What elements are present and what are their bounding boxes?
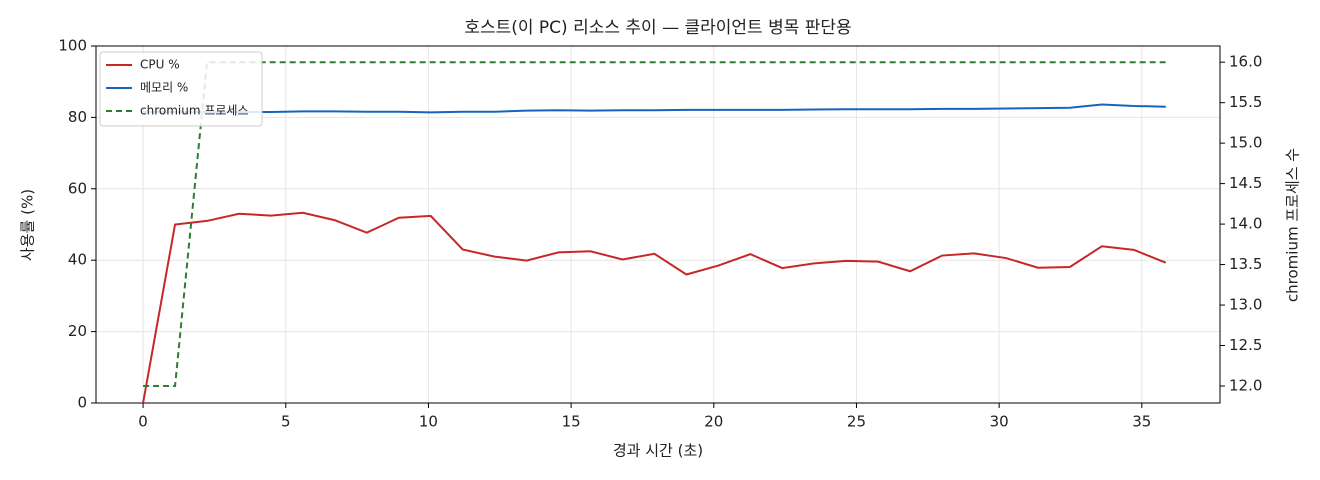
y-tick-label: 80 xyxy=(68,108,87,126)
y-axis-label: 사용률 (%) xyxy=(19,189,37,261)
y2-tick-label: 15.5 xyxy=(1229,93,1262,111)
series-line xyxy=(143,61,1166,387)
legend-box xyxy=(99,51,263,127)
x-tick-label: 30 xyxy=(990,413,1009,431)
series-line xyxy=(143,103,1166,114)
y-tick-label: 20 xyxy=(68,322,87,340)
x-tick-label: 15 xyxy=(562,413,581,431)
x-tick-label: 0 xyxy=(138,413,148,431)
y2-tick-label: 14.0 xyxy=(1229,215,1262,233)
x-tick-label: 35 xyxy=(1132,413,1151,431)
y2-tick-label: 14.5 xyxy=(1229,174,1262,192)
y-tick-label: 100 xyxy=(58,37,87,55)
y2-tick-label: 15.0 xyxy=(1229,134,1262,152)
x-axis-label: 경과 시간 (초) xyxy=(613,442,703,460)
y2-tick-label: 12.5 xyxy=(1229,336,1262,354)
y-tick-label: 0 xyxy=(77,394,87,412)
y2-tick-label: 12.0 xyxy=(1229,377,1262,395)
y2-axis-label: chromium 프로세스 수 xyxy=(1284,148,1302,302)
y-tick-label: 60 xyxy=(68,179,87,197)
y2-tick-label: 16.0 xyxy=(1229,53,1262,71)
chart-title: 호스트(이 PC) 리소스 추이 — 클라이언트 병목 판단용 xyxy=(464,18,851,38)
x-tick-label: 5 xyxy=(281,413,291,431)
y2-tick-label: 13.5 xyxy=(1229,255,1262,273)
series-line xyxy=(142,211,1167,404)
y2-tick-label: 13.0 xyxy=(1229,296,1262,314)
y-tick-label: 40 xyxy=(68,251,87,269)
legend-label: chromium 프로세스 xyxy=(140,104,249,118)
plot-frame xyxy=(95,45,1221,404)
x-tick-label: 25 xyxy=(847,413,866,431)
legend-label: CPU % xyxy=(140,58,180,72)
x-tick-label: 20 xyxy=(704,413,723,431)
legend-label: 메모리 % xyxy=(140,81,188,95)
x-tick-label: 10 xyxy=(419,413,438,431)
